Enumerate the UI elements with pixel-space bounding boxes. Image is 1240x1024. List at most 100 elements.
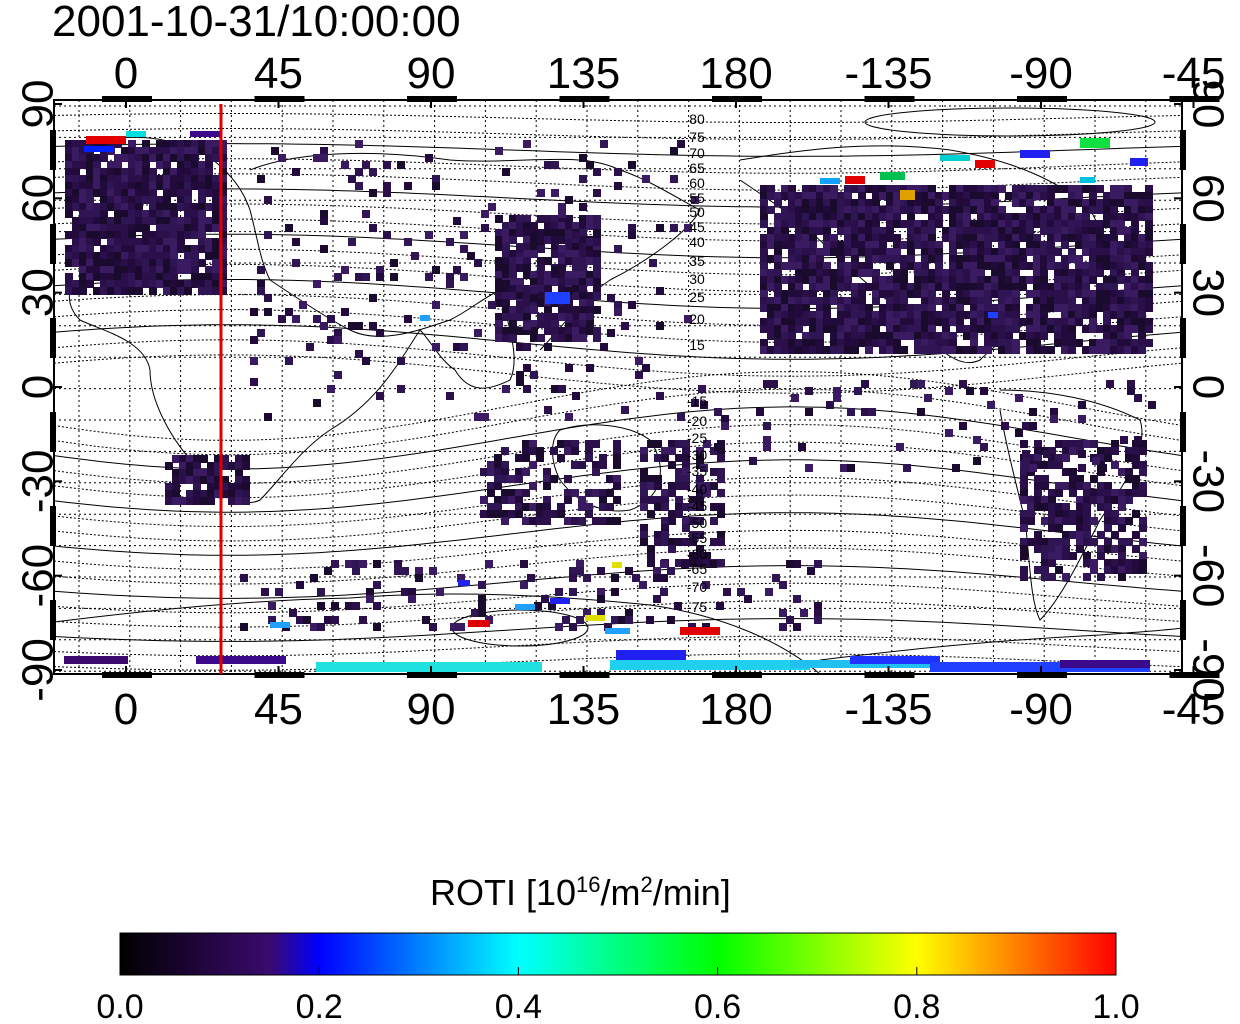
roti-cell (970, 332, 978, 340)
roti-cell (1061, 185, 1069, 193)
roti-cell (837, 248, 845, 256)
roti-cell (1117, 269, 1125, 277)
roti-cell (537, 299, 545, 307)
roti-cell (1089, 304, 1097, 312)
roti-cell (135, 273, 143, 281)
contour-line (54, 547, 1182, 585)
roti-cell (628, 231, 636, 239)
bottom-lon-label: 180 (699, 685, 772, 734)
roti-cell (214, 490, 222, 498)
roti-cell (781, 290, 789, 298)
roti-cell (814, 616, 822, 624)
roti-cell (809, 269, 817, 277)
roti-cell (788, 248, 796, 256)
roti-cell (537, 271, 545, 279)
roti-cell (670, 224, 678, 232)
roti-cell (107, 224, 115, 232)
roti-cell (654, 503, 662, 511)
roti-cell (823, 318, 831, 326)
roti-cell (710, 503, 718, 511)
roti-cell (1040, 332, 1048, 340)
roti-cell (72, 217, 80, 225)
roti-cell (1069, 531, 1077, 539)
roti-cell (991, 283, 999, 291)
roti-cell (219, 280, 227, 288)
roti-cell (478, 602, 486, 610)
roti-cell (675, 538, 683, 546)
roti-cell (135, 189, 143, 197)
roti-cell (795, 346, 803, 354)
roti-cell (949, 276, 957, 284)
roti-cell (79, 154, 87, 162)
roti-cell (816, 346, 824, 354)
roti-cell (1111, 545, 1119, 553)
roti-cell (949, 248, 957, 256)
roti-cell (292, 259, 300, 267)
colorbar-tick-label: 0.6 (694, 988, 741, 1024)
roti-cell (1104, 510, 1112, 518)
roti-cell (1138, 192, 1146, 200)
roti-cell (668, 461, 676, 469)
roti-cell (921, 339, 929, 347)
roti-cell (86, 182, 94, 190)
roti-cell (478, 595, 486, 603)
roti-cell (1033, 325, 1041, 333)
roti-cell (565, 320, 573, 328)
roti-cell (600, 343, 608, 351)
roti-cell (593, 243, 601, 251)
roti-cell (966, 387, 974, 395)
roti-cell (200, 497, 208, 505)
roti-cell (1047, 185, 1055, 193)
roti-cell (984, 185, 992, 193)
roti-cell (607, 294, 615, 302)
roti-cell (212, 203, 220, 211)
top-lon-label: 135 (547, 49, 620, 98)
roti-cell (1082, 199, 1090, 207)
roti-cell (921, 192, 929, 200)
roti-cell (558, 257, 566, 265)
roti-cell (1096, 234, 1104, 242)
roti-cell (579, 264, 587, 272)
roti-cell (550, 598, 570, 604)
roti-cell (1041, 475, 1049, 483)
contour-label: 40 (689, 234, 705, 250)
roti-cell (788, 346, 796, 354)
roti-cell (1069, 475, 1077, 483)
roti-cell (366, 595, 374, 603)
roti-cell (767, 185, 775, 193)
roti-cell (977, 318, 985, 326)
roti-cell (928, 325, 936, 333)
roti-cell (207, 497, 215, 505)
roti-cell (86, 154, 94, 162)
roti-cell (1118, 496, 1126, 504)
roti-cell (802, 297, 810, 305)
roti-cell (1020, 545, 1028, 553)
roti-cell (1076, 517, 1084, 525)
roti-cell (1132, 482, 1140, 490)
roti-cell (661, 517, 669, 525)
roti-cell (1139, 447, 1147, 455)
roti-cell (880, 172, 905, 180)
roti-cell (198, 175, 206, 183)
roti-cell (1068, 304, 1076, 312)
roti-cell (100, 168, 108, 176)
roti-cell (186, 455, 194, 463)
roti-cell (1139, 461, 1147, 469)
roti-cell (865, 339, 873, 347)
roti-cell (1118, 468, 1126, 476)
roti-cell (219, 245, 227, 253)
roti-cell (1027, 454, 1035, 462)
roti-cell (786, 560, 794, 568)
roti-cell (928, 339, 936, 347)
roti-cell (656, 392, 664, 400)
roti-cell (647, 475, 655, 483)
roti-cell (1117, 262, 1125, 270)
roti-cell (893, 311, 901, 319)
roti-cell (781, 192, 789, 200)
roti-cell (1111, 559, 1119, 567)
roti-cell (72, 196, 80, 204)
roti-cell (1131, 318, 1139, 326)
roti-cell (807, 567, 815, 575)
roti-cell (809, 283, 817, 291)
roti-cell (1022, 464, 1030, 472)
